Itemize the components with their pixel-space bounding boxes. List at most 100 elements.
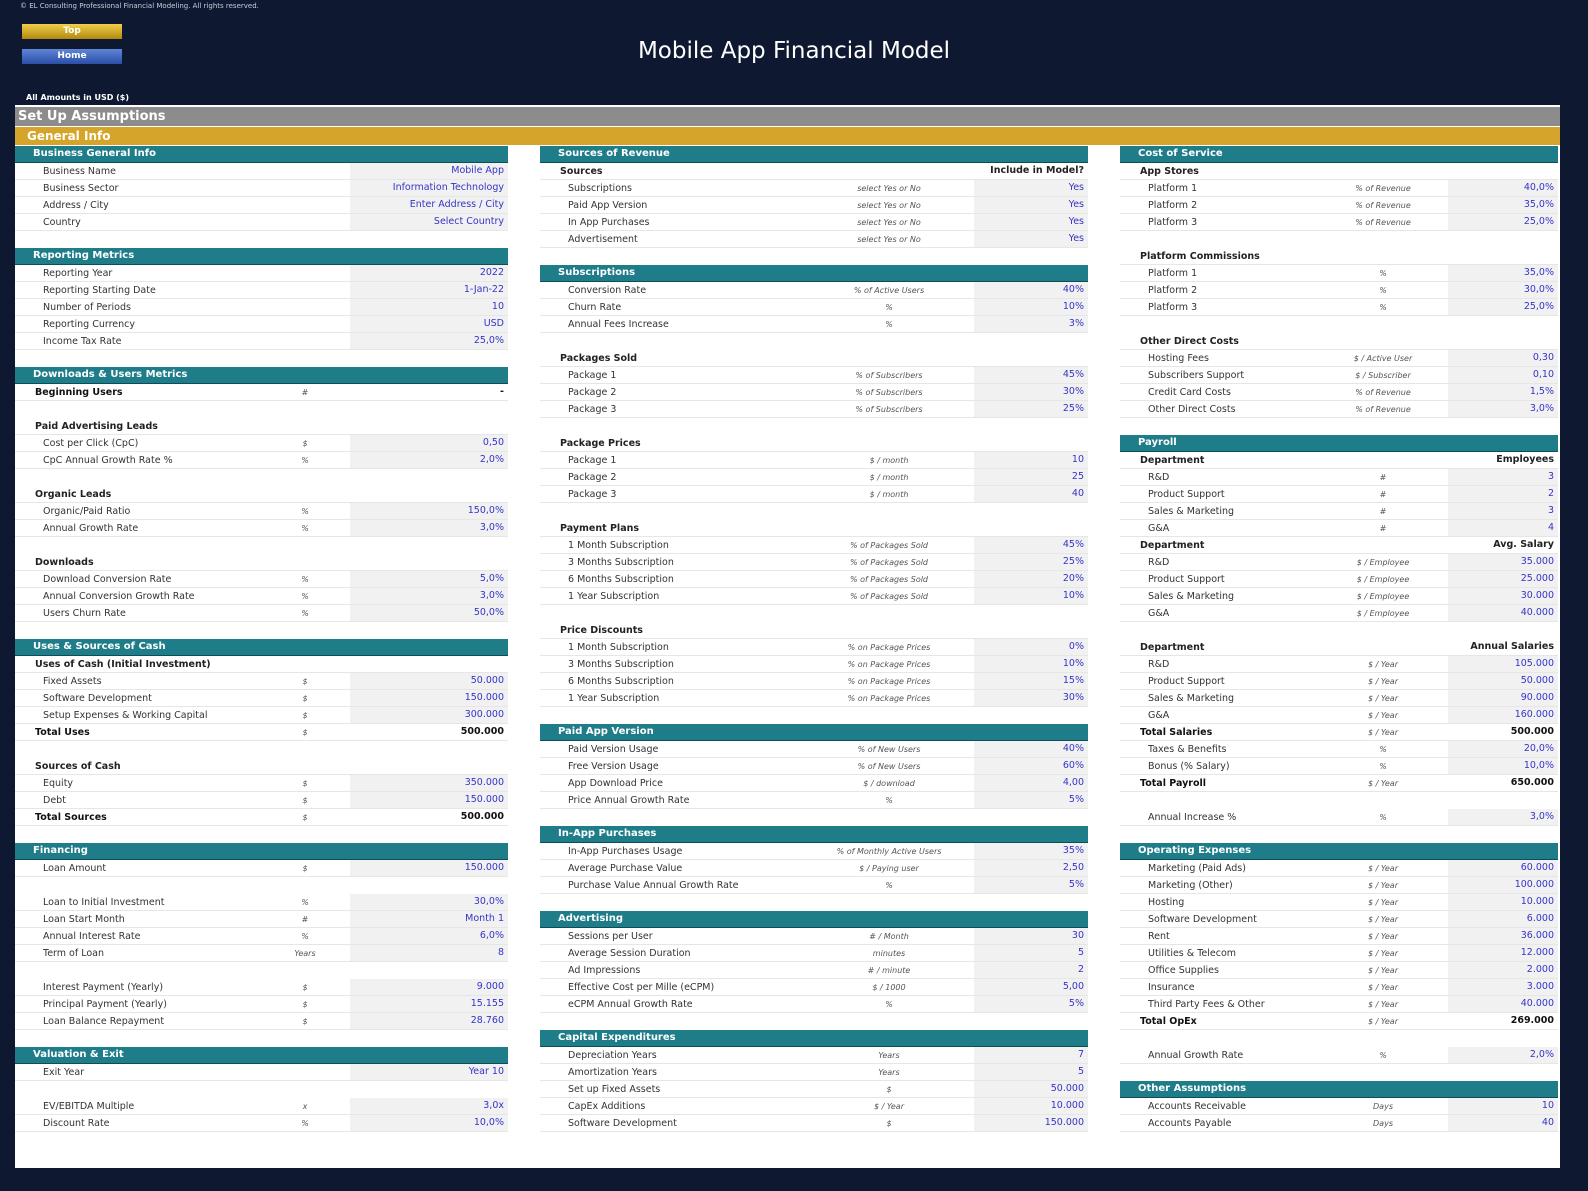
spacer bbox=[540, 333, 1088, 350]
home-button[interactable]: Home bbox=[22, 49, 122, 64]
row-unit: % on Package Prices bbox=[847, 676, 931, 686]
row-label: Subscribers Support bbox=[1148, 369, 1245, 381]
section: Uses & Sources of Cash Uses of Cash (Init… bbox=[15, 639, 508, 826]
row-value: 3,0x bbox=[350, 1098, 508, 1114]
sheet bbox=[15, 105, 1560, 1168]
row-value: 40 bbox=[1448, 1115, 1558, 1131]
row-value: 2 bbox=[1448, 486, 1558, 502]
spacer bbox=[15, 741, 508, 758]
table-row: Churn Rate% 10% bbox=[540, 299, 1088, 316]
row-label: Fixed Assets bbox=[43, 675, 102, 687]
top-button[interactable]: Top bbox=[22, 24, 122, 39]
table-row: Marketing (Other) $ / Year 100.000 bbox=[1120, 877, 1558, 894]
row-unit: % of Packages Sold bbox=[849, 591, 929, 601]
table-row: Amortization Years Years 5 bbox=[540, 1064, 1088, 1081]
row-label: Total Payroll bbox=[1140, 777, 1207, 789]
spacer bbox=[540, 418, 1088, 435]
row-value: 350.000 bbox=[350, 775, 508, 791]
row-unit: % bbox=[301, 523, 309, 533]
row-unit: $ / Year bbox=[1368, 676, 1398, 686]
row-unit: $ / Year bbox=[1368, 880, 1398, 890]
row-value: 500.000 bbox=[1510, 726, 1554, 737]
row-value: USD bbox=[350, 316, 508, 332]
row-label: Download Conversion Rate bbox=[43, 573, 172, 585]
row-unit: % of Subscribers bbox=[855, 370, 923, 380]
row-label: Average Purchase Value bbox=[568, 862, 683, 874]
row-heading: Department Avg. Salary bbox=[1120, 537, 1558, 554]
row-label: Rent bbox=[1148, 930, 1170, 942]
page-title: Mobile App Financial Model bbox=[637, 38, 951, 64]
table-row: Cost per Click (CpC) $0,50 bbox=[15, 435, 508, 452]
table-row: Sales & Marketing $ / Employee 30.000 bbox=[1120, 588, 1558, 605]
row-label: Other Direct Costs bbox=[1148, 403, 1236, 415]
row-label: Software Development bbox=[43, 692, 152, 704]
table-row: Loan Start Month # Month 1 bbox=[15, 911, 508, 928]
table-row: Taxes & Benefits% 20,0% bbox=[1120, 741, 1558, 758]
row-value: 0,50 bbox=[350, 435, 508, 451]
row-label: Free Version Usage bbox=[568, 760, 659, 772]
heading-right: Annual Salaries bbox=[1470, 641, 1554, 652]
table-row: Hosting Fees $ / Active User 0,30 bbox=[1120, 350, 1558, 367]
row-unit: $ bbox=[302, 693, 308, 703]
row-unit: $ bbox=[302, 982, 308, 992]
table-row: Loan Amount $150.000 bbox=[15, 860, 508, 877]
table-row: Software Development $ / Year 6.000 bbox=[1120, 911, 1558, 928]
row-unit: # bbox=[301, 914, 309, 924]
table-row: 1 Year Subscription % of Packages Sold 10% bbox=[540, 588, 1088, 605]
table-row: G&A #4 bbox=[1120, 520, 1558, 537]
row-label: Conversion Rate bbox=[568, 284, 647, 296]
row-unit: $ / Year bbox=[1368, 897, 1398, 907]
table-row: Platform 3% 25,0% bbox=[1120, 299, 1558, 316]
row-value: 9.000 bbox=[350, 979, 508, 995]
row-value: - bbox=[500, 386, 504, 397]
row-unit: minutes bbox=[872, 948, 906, 958]
row-value: 10% bbox=[974, 656, 1088, 672]
row-unit: $ / Year bbox=[1368, 1016, 1398, 1026]
row-unit: select Yes or No bbox=[857, 183, 921, 193]
row-label: Income Tax Rate bbox=[43, 335, 122, 347]
table-row: Principal Payment (Yearly) $15.155 bbox=[15, 996, 508, 1013]
row-unit: % of Subscribers bbox=[855, 387, 923, 397]
row-unit: # bbox=[301, 387, 309, 397]
row-label: Taxes & Benefits bbox=[1148, 743, 1227, 755]
row-unit: % bbox=[1379, 302, 1387, 312]
row-value: 6,0% bbox=[350, 928, 508, 944]
table-row: Credit Card Costs % of Revenue 1,5% bbox=[1120, 384, 1558, 401]
row-value: 35% bbox=[974, 843, 1088, 859]
row-unit: $ bbox=[302, 438, 308, 448]
row-label: R&D bbox=[1148, 471, 1170, 483]
table-row: Download Conversion Rate% 5,0% bbox=[15, 571, 508, 588]
row-unit: % bbox=[1379, 1050, 1387, 1060]
row-value: 12.000 bbox=[1448, 945, 1558, 961]
row-label: App Download Price bbox=[568, 777, 663, 789]
row-unit: % bbox=[885, 880, 893, 890]
table-row: Subscribers Support $ / Subscriber 0,10 bbox=[1120, 367, 1558, 384]
row-unit: % of Revenue bbox=[1355, 200, 1411, 210]
row-value: 500.000 bbox=[460, 811, 504, 822]
spacer bbox=[15, 231, 508, 248]
row-unit: % bbox=[885, 795, 893, 805]
table-row: Advertisement select Yes or No Yes bbox=[540, 231, 1088, 248]
row-label: Effective Cost per Mille (eCPM) bbox=[568, 981, 715, 993]
table-row: Depreciation Years Years 7 bbox=[540, 1047, 1088, 1064]
row-unit: % bbox=[301, 608, 309, 618]
subsection-bar: General Info bbox=[15, 127, 1560, 145]
row-label: Term of Loan bbox=[43, 947, 105, 959]
row-label: Interest Payment (Yearly) bbox=[43, 981, 164, 993]
row-label: R&D bbox=[1148, 658, 1170, 670]
spacer bbox=[540, 894, 1088, 911]
row-unit: % of Revenue bbox=[1355, 217, 1411, 227]
row-value: 50,0% bbox=[350, 605, 508, 621]
section: Financing Loan Amount $150.000 Loan to Init… bbox=[15, 843, 508, 1030]
heading-right: Employees bbox=[1496, 454, 1554, 465]
spacer bbox=[540, 248, 1088, 265]
heading-label: Price Discounts bbox=[560, 624, 643, 636]
row-label: Software Development bbox=[1148, 913, 1257, 925]
total-row: Total Payroll $ / Year 650.000 bbox=[1120, 775, 1558, 792]
row-heading: Sources of Cash bbox=[15, 758, 508, 775]
row-value: 10 bbox=[974, 452, 1088, 468]
row-unit: $ bbox=[302, 676, 308, 686]
row-value: 25% bbox=[974, 554, 1088, 570]
row-value: Enter Address / City bbox=[350, 197, 508, 213]
row-unit: # / Month bbox=[869, 931, 909, 941]
